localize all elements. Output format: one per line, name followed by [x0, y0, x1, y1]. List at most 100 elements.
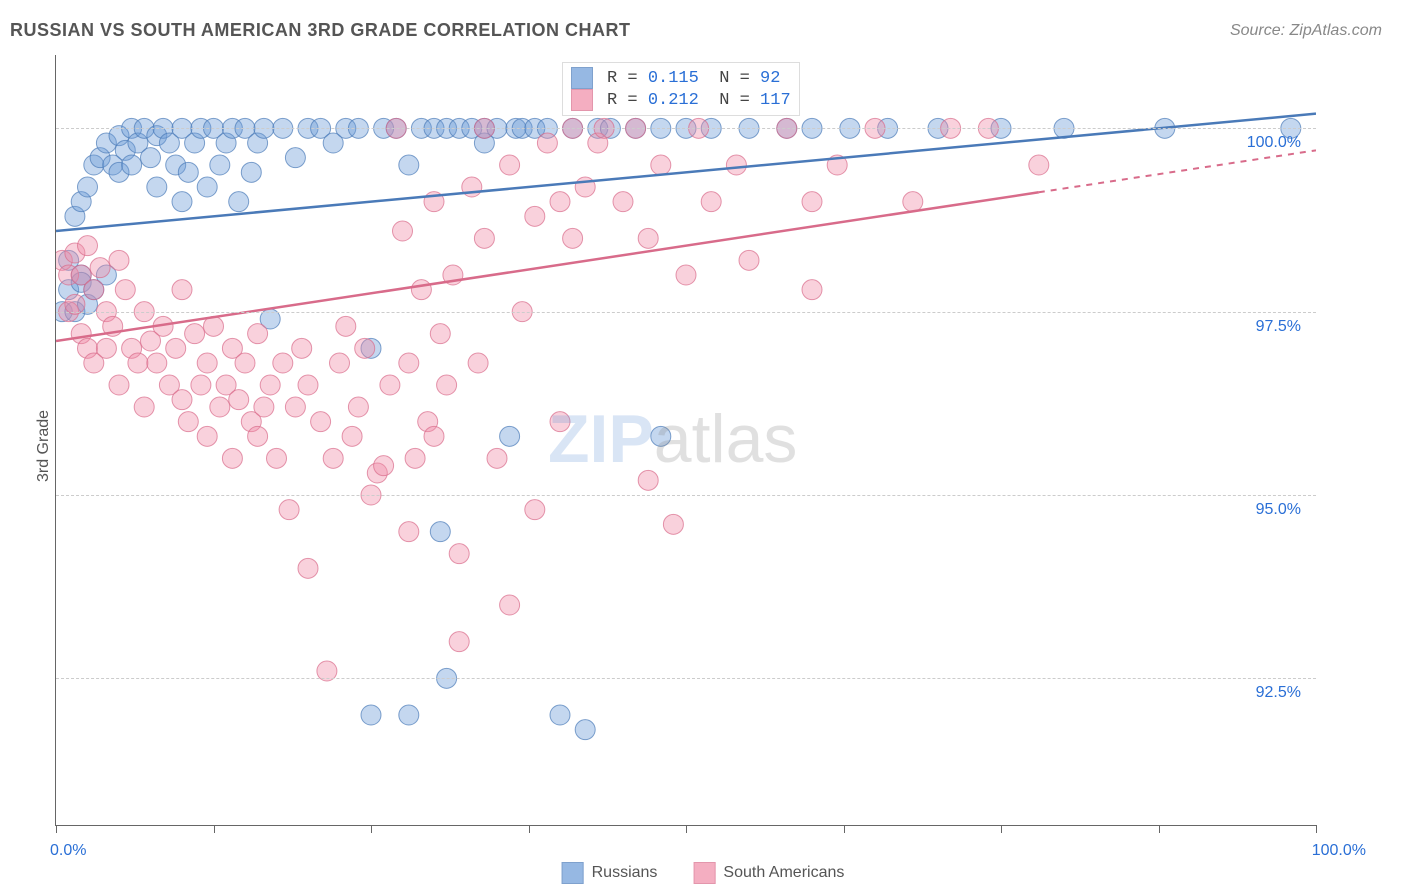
legend-item: Russians — [562, 862, 658, 884]
data-point — [197, 353, 217, 373]
data-point — [500, 426, 520, 446]
data-point — [134, 397, 154, 417]
data-point — [147, 353, 167, 373]
data-point — [273, 353, 293, 373]
data-point — [210, 155, 230, 175]
data-point — [563, 228, 583, 248]
data-point — [500, 595, 520, 615]
data-point — [651, 155, 671, 175]
data-point — [109, 375, 129, 395]
data-point — [330, 353, 350, 373]
data-point — [185, 324, 205, 344]
data-point — [84, 280, 104, 300]
x-tick — [1001, 825, 1002, 833]
data-point — [525, 500, 545, 520]
legend-label: Russians — [592, 864, 658, 881]
data-point — [802, 192, 822, 212]
x-tick — [844, 825, 845, 833]
data-point — [468, 353, 488, 373]
data-point — [248, 426, 268, 446]
data-point — [197, 426, 217, 446]
data-point — [210, 397, 230, 417]
y-tick-label: 97.5% — [1256, 318, 1301, 336]
trend-line-dashed — [1039, 150, 1316, 192]
data-point — [122, 155, 142, 175]
data-point — [90, 258, 110, 278]
grid-line — [56, 312, 1316, 313]
legend-swatch — [693, 862, 715, 884]
y-tick-label: 100.0% — [1247, 134, 1301, 152]
data-point — [298, 558, 318, 578]
data-point — [172, 280, 192, 300]
data-point — [336, 316, 356, 336]
data-point — [229, 192, 249, 212]
data-point — [248, 324, 268, 344]
data-point — [411, 280, 431, 300]
data-point — [141, 148, 161, 168]
legend-swatch — [562, 862, 584, 884]
data-point — [191, 375, 211, 395]
data-point — [739, 250, 759, 270]
data-point — [178, 412, 198, 432]
legend-item: South Americans — [693, 862, 844, 884]
data-point — [424, 426, 444, 446]
data-point — [172, 192, 192, 212]
data-point — [399, 353, 419, 373]
x-tick — [686, 825, 687, 833]
data-point — [78, 177, 98, 197]
data-point — [96, 338, 116, 358]
data-point — [550, 412, 570, 432]
data-point — [399, 522, 419, 542]
trend-line — [56, 192, 1039, 341]
grid-line — [56, 495, 1316, 496]
y-tick-label: 92.5% — [1256, 684, 1301, 702]
y-tick-label: 95.0% — [1256, 501, 1301, 519]
data-point — [292, 338, 312, 358]
data-point — [638, 228, 658, 248]
chart-title: RUSSIAN VS SOUTH AMERICAN 3RD GRADE CORR… — [10, 20, 631, 41]
plot-svg — [56, 55, 1316, 825]
data-point — [267, 448, 287, 468]
data-point — [537, 133, 557, 153]
data-point — [298, 375, 318, 395]
data-point — [380, 375, 400, 395]
data-point — [342, 426, 362, 446]
stats-box: R = 0.115 N = 92R = 0.212 N = 117 — [562, 62, 800, 116]
data-point — [285, 148, 305, 168]
data-point — [222, 448, 242, 468]
x-tick — [529, 825, 530, 833]
data-point — [147, 177, 167, 197]
data-point — [550, 192, 570, 212]
grid-line — [56, 678, 1316, 679]
data-point — [109, 250, 129, 270]
data-point — [115, 280, 135, 300]
data-point — [487, 448, 507, 468]
stats-text: R = 0.115 N = 92 — [607, 69, 780, 88]
data-point — [405, 448, 425, 468]
legend-bottom: Russians South Americans — [562, 862, 845, 884]
x-max-label: 100.0% — [1312, 842, 1366, 860]
data-point — [323, 448, 343, 468]
x-tick — [1159, 825, 1160, 833]
grid-line — [56, 128, 1316, 129]
data-point — [254, 397, 274, 417]
legend-swatch — [571, 89, 593, 111]
plot-area: 92.5% 95.0% 97.5% 100.0% — [55, 55, 1316, 826]
data-point — [393, 221, 413, 241]
data-point — [285, 397, 305, 417]
data-point — [575, 720, 595, 740]
y-axis-label: 3rd Grade — [35, 410, 53, 482]
data-point — [399, 705, 419, 725]
data-point — [178, 162, 198, 182]
x-min-label: 0.0% — [50, 842, 86, 860]
data-point — [500, 155, 520, 175]
data-point — [229, 390, 249, 410]
x-tick — [56, 825, 57, 833]
data-point — [1029, 155, 1049, 175]
data-point — [311, 412, 331, 432]
data-point — [613, 192, 633, 212]
data-point — [128, 353, 148, 373]
data-point — [399, 155, 419, 175]
data-point — [355, 338, 375, 358]
data-point — [235, 353, 255, 373]
